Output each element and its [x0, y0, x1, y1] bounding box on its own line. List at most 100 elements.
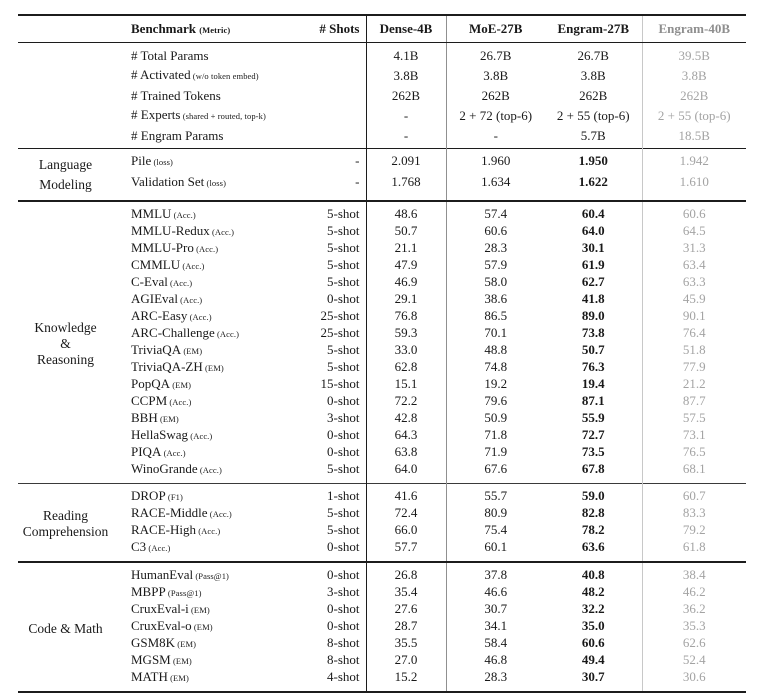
shots-cell: 5-shot — [280, 200, 367, 223]
value-cell-engram-27b: 26.7B — [545, 42, 643, 65]
value-cell-engram-40b: 68.1 — [682, 461, 706, 476]
value-cell-dense-4b: 42.8 — [366, 409, 447, 427]
value-cell-moe-27b: 71.8 — [484, 427, 508, 442]
group-label-line: Reading — [43, 508, 88, 523]
value-cell-engram-40b: 2 + 55 (top-6) — [657, 107, 731, 123]
benchmark-name: TriviaQA-ZH (EM) — [113, 359, 280, 376]
value-cell-dense-4b: 15.1 — [366, 375, 447, 393]
shots-cell: 25-shot — [280, 324, 367, 342]
value-cell-dense-4b: 46.9 — [366, 273, 447, 291]
value-cell-engram-27b: 30.7 — [545, 668, 643, 692]
benchmark-label: ARC-Challenge — [131, 324, 215, 340]
value-cell-moe-27b: 60.1 — [484, 539, 508, 554]
value-cell-dense-4b: 66.0 — [366, 521, 447, 539]
value-cell-dense-4b: 26.8 — [366, 561, 447, 584]
group-label-line: & — [60, 336, 71, 351]
benchmark-name: # Engram Params — [113, 126, 280, 149]
benchmark-name: # Experts (shared + routed, top-k) — [113, 105, 280, 126]
value-cell-moe-27b: 3.8B — [483, 67, 509, 83]
table-row: Knowledge & Reasoning MMLU (Acc.) 5-shot 48.6… — [18, 200, 746, 367]
col-header-moe-27b: MoE-27B — [446, 14, 545, 43]
shots-cell: 5-shot — [280, 256, 367, 274]
benchmark-label: HumanEval — [131, 566, 194, 582]
shots-cell: 15-shot — [280, 375, 367, 393]
value-cell-moe-27b: 70.1 — [484, 325, 508, 340]
value-cell-engram-40b: 63.4 — [682, 257, 706, 272]
section-model-config: # Total Params 4.1B 26.7B 26.7B 39.5B # Activ… — [18, 42, 746, 148]
benchmark-label: MMLU — [131, 205, 172, 221]
benchmark-label: RACE-Middle — [131, 504, 208, 520]
value-cell-dense-4b: 76.8 — [366, 307, 447, 325]
table-row: # Total Params 4.1B 26.7B 26.7B 39.5B — [18, 42, 746, 65]
value-cell-dense-4b: 35.5 — [366, 634, 447, 652]
value-cell-engram-27b: 3.8B — [545, 64, 643, 86]
value-cell-moe-27b: 75.4 — [484, 522, 508, 537]
table-row: TriviaQA (EM) 5-shot 33.0 48.8 50.7 51.8 — [18, 341, 746, 359]
value-cell-engram-40b: 262B — [680, 87, 709, 103]
value-cell-dense-4b: 27.6 — [366, 600, 447, 618]
value-cell-engram-27b: 55.9 — [545, 409, 643, 427]
group-label: Knowledge & Reasoning — [18, 201, 113, 484]
value-cell-engram-40b: 1.942 — [679, 153, 709, 168]
value-cell-moe-27b: 57.4 — [484, 206, 508, 221]
value-cell-engram-27b: 35.0 — [545, 617, 643, 635]
benchmark-metric: (Pass@1) — [193, 570, 229, 581]
table-row: Language Modeling Pile (loss) -2.091 1.960 1.… — [18, 148, 746, 192]
value-cell-engram-40b: 38.4 — [682, 567, 706, 582]
value-cell-engram-40b: 62.6 — [682, 635, 706, 650]
benchmark-metric: (F1) — [165, 491, 183, 502]
value-cell-engram-27b: 5.7B — [545, 125, 643, 148]
value-cell-engram-27b: 61.9 — [545, 256, 643, 274]
benchmark-metric: (loss) — [151, 156, 173, 167]
value-cell-moe-27b: 2 + 72 (top-6) — [459, 107, 533, 123]
benchmark-name: GSM8K (EM) — [113, 635, 280, 652]
value-cell-moe-27b: 34.1 — [484, 618, 508, 633]
value-cell-dense-4b: 33.0 — [366, 341, 447, 359]
shots-cell: 5-shot — [280, 358, 367, 376]
value-cell-engram-40b: 1.610 — [679, 174, 709, 189]
group-label-line: Comprehension — [22, 524, 109, 539]
value-cell-dense-4b: 63.8 — [366, 443, 447, 461]
value-cell-engram-27b: 49.4 — [545, 651, 643, 669]
benchmark-name: MBPP (Pass@1) — [113, 584, 280, 601]
shots-cell: 25-shot — [280, 307, 367, 325]
benchmark-metric: (EM) — [175, 638, 197, 649]
table-row: C-Eval (Acc.) 5-shot 46.9 58.0 62.7 63.3 — [18, 273, 746, 291]
value-cell-engram-27b: 89.0 — [545, 307, 643, 325]
value-cell-engram-40b: 36.2 — [682, 601, 706, 616]
value-cell-engram-40b: 61.8 — [682, 539, 706, 554]
shots-cell: 0-shot — [280, 561, 367, 584]
table-row: RACE-High (Acc.) 5-shot 66.0 75.4 78.2 79.2 — [18, 521, 746, 539]
value-cell-moe-27b: 37.8 — [484, 567, 508, 582]
value-cell-engram-40b: 39.5B — [678, 47, 710, 63]
benchmark-metric: (Acc.) — [196, 525, 221, 536]
value-cell-engram-40b: 21.2 — [682, 376, 706, 391]
benchmark-label: Validation Set — [131, 173, 205, 189]
value-cell-dense-4b: 72.4 — [366, 504, 447, 522]
value-cell-engram-40b: 3.8B — [681, 67, 707, 83]
value-cell-moe-27b: 55.7 — [484, 488, 508, 503]
table-row: # Engram Params - - 5.7B 18.5B — [18, 125, 746, 149]
value-cell-dense-4b: 64.0 — [366, 460, 447, 483]
value-cell-engram-27b: 82.8 — [545, 504, 643, 522]
value-cell-moe-27b: 46.8 — [484, 652, 508, 667]
benchmark-label: HellaSwag — [131, 426, 189, 442]
shots-cell: 0-shot — [280, 290, 367, 308]
benchmark-name: ARC-Easy (Acc.) — [113, 308, 280, 325]
shots-cell: 4-shot — [280, 668, 367, 692]
benchmark-metric: (Acc.) — [188, 430, 213, 441]
value-cell-engram-27b: 76.3 — [545, 358, 643, 376]
value-cell-dense-4b: 57.7 — [366, 538, 447, 562]
benchmark-name: PIQA (Acc.) — [113, 444, 280, 461]
benchmark-metric: (Acc.) — [214, 328, 240, 339]
shots-cell: 0-shot — [280, 426, 367, 444]
group-label: Language Modeling — [18, 148, 113, 201]
table-row: C3 (Acc.) 0-shot 57.7 60.1 63.6 61.8 — [18, 538, 746, 562]
benchmark-label: PopQA — [131, 375, 171, 391]
value-cell-engram-40b: 30.6 — [682, 669, 706, 684]
value-cell-moe-27b: 86.5 — [484, 308, 508, 323]
value-cell-engram-40b: 63.3 — [682, 274, 706, 289]
benchmark-metric: (Acc.) — [197, 464, 222, 475]
table-row: Code & Math HumanEval (Pass@1) 0-shot 26.8 3… — [18, 561, 746, 636]
